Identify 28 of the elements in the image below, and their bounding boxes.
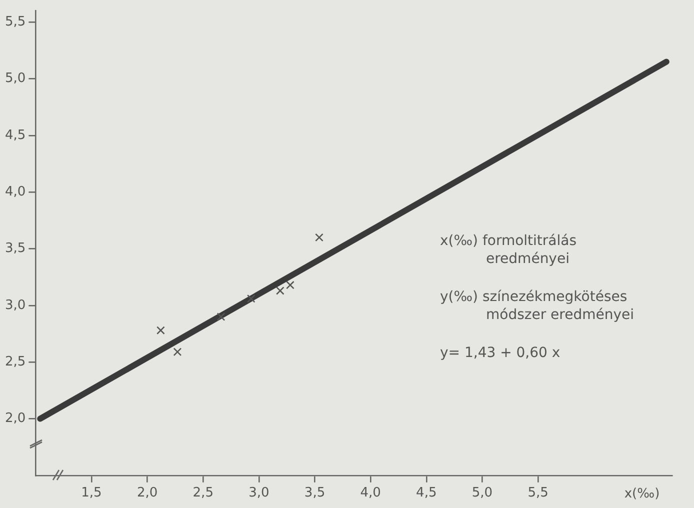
y-tick-label: 4,0 [4,184,26,200]
y-tick-label: 5,5 [4,14,26,30]
x-tick-label: 1,5 [81,486,102,501]
x-tick-label: 3,0 [248,486,270,501]
point [315,233,324,242]
y-tick-label: 3,5 [4,241,26,256]
x-tick-label: 3,5 [304,486,326,501]
annotation: y(‰) színezékmegkötéses módszer eredményei [440,288,636,324]
x-axis-title: x(‰) [624,486,660,502]
point [286,280,294,290]
y-tick-label: 2,0 [4,411,26,426]
point [173,348,182,356]
y-tick-label: 4,5 [4,128,26,143]
point [276,286,284,295]
y-tick-label: 5,0 [4,71,26,86]
point [246,294,256,303]
annotation: y= 1,43 + 0,60 x [440,344,562,362]
x-tick-label: 2,0 [136,486,158,501]
x-tick-label: 5,5 [528,486,548,501]
point [156,326,165,335]
x-tick-label: 4,0 [360,486,381,501]
x-tick-label: 5,0 [472,486,493,501]
x-tick-label: 2,5 [192,486,214,501]
annotation: x(‰) formoltitrálás eredményei [440,232,578,268]
point [216,312,226,321]
y-tick-label: 3,0 [4,298,26,313]
y-tick-label: 2,5 [4,354,26,370]
x-tick-label: 4,5 [416,486,437,501]
